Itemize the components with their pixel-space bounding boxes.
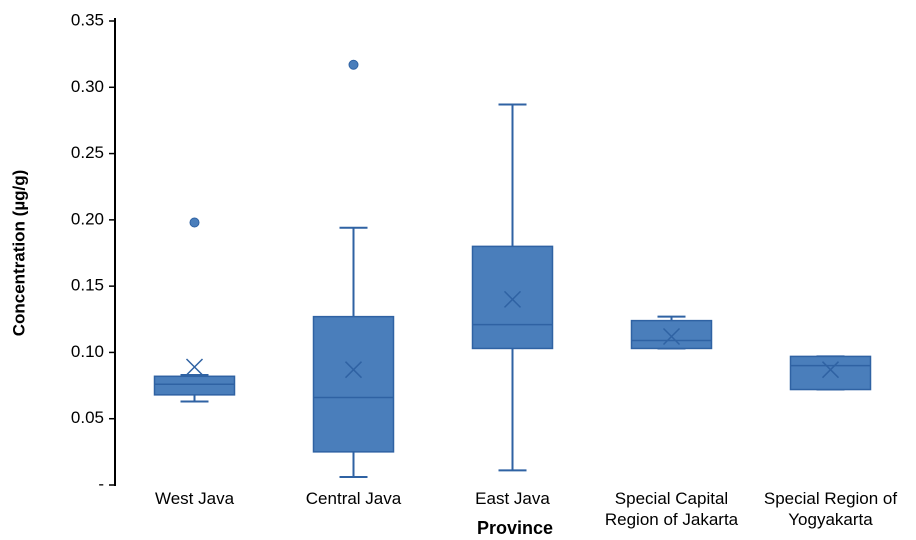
x-tick-label: West Java [154,489,235,508]
whisker-low [339,451,368,479]
whisker-high [339,226,368,317]
y-tick-label: - [98,474,104,493]
mean-marker [662,327,681,346]
y-tick-label: 0.25 [71,143,104,162]
x-axis-label: Province [477,518,553,538]
y-axis-label: Concentration (µg/g) [9,170,28,337]
mean-marker [344,361,363,379]
x-tick-label: Special Capital Region of Jakarta [604,489,739,529]
y-tick-label: 0.15 [71,276,104,295]
whisker-low [498,348,527,472]
mean-marker [821,361,840,379]
whisker-high [498,103,527,247]
y-tick-label: 0.30 [71,77,104,96]
y-tick-label: 0.35 [71,10,104,29]
box [789,355,872,391]
box [312,315,395,453]
box [471,245,554,350]
y-tick-label: 0.05 [71,408,104,427]
whisker-low [180,394,209,403]
mean-marker [503,290,522,308]
x-tick-label: East Java [475,489,550,508]
outlier [348,59,359,70]
x-tick-label: Special Region of Yogyakarta [763,489,898,529]
y-tick-label: 0.20 [71,209,104,228]
mean-marker [185,358,204,376]
y-tick-label: 0.10 [71,342,104,361]
x-tick-label: Central Java [305,489,402,508]
box [153,375,236,396]
box [630,319,713,350]
outlier [189,217,200,228]
